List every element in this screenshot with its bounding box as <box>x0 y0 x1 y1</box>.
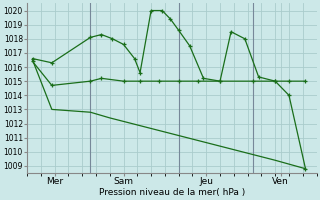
X-axis label: Pression niveau de la mer( hPa ): Pression niveau de la mer( hPa ) <box>99 188 245 197</box>
